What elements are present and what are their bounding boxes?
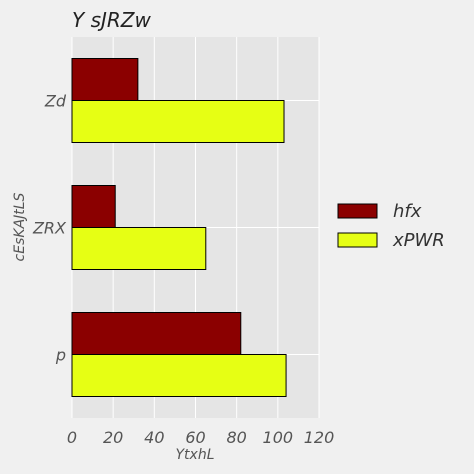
bar-xPWR-ZRX xyxy=(71,227,207,270)
y-tick-labels: Zd ZRX p xyxy=(32,92,67,365)
y-axis-label: cEsKAJtLS xyxy=(12,192,28,261)
legend-label-xPWR: xPWR xyxy=(392,230,445,251)
legend-swatch-xPWR xyxy=(337,232,378,248)
x-tick-label: 60 xyxy=(185,428,205,447)
x-tick-label: 80 xyxy=(226,428,246,447)
bar-hfx-Zd xyxy=(71,58,139,101)
legend-swatch-hfx xyxy=(337,203,378,219)
legend-label-hfx: hfx xyxy=(393,201,422,222)
bar-xPWR-Zd xyxy=(71,100,285,143)
bar-xPWR-p xyxy=(71,354,287,397)
x-tick-label: 0 xyxy=(67,428,77,447)
y-tick-label: Zd xyxy=(44,92,67,111)
bars xyxy=(71,58,287,397)
y-tick-label: p xyxy=(55,346,66,365)
bar-hfx-p xyxy=(71,312,242,355)
x-tick-label: 20 xyxy=(103,428,123,447)
x-tick-label: 100 xyxy=(263,428,294,447)
x-axis-label: YtxhL xyxy=(176,447,215,463)
legend: hfx xPWR xyxy=(337,201,445,251)
x-tick-labels: 0 20 40 60 80 100 120 xyxy=(67,428,334,447)
x-tick-label: 40 xyxy=(144,428,164,447)
bar-hfx-ZRX xyxy=(71,185,116,228)
x-tick-label: 120 xyxy=(304,428,335,447)
y-tick-label: ZRX xyxy=(32,219,67,238)
chart-title: Y sJRZw xyxy=(72,8,151,32)
